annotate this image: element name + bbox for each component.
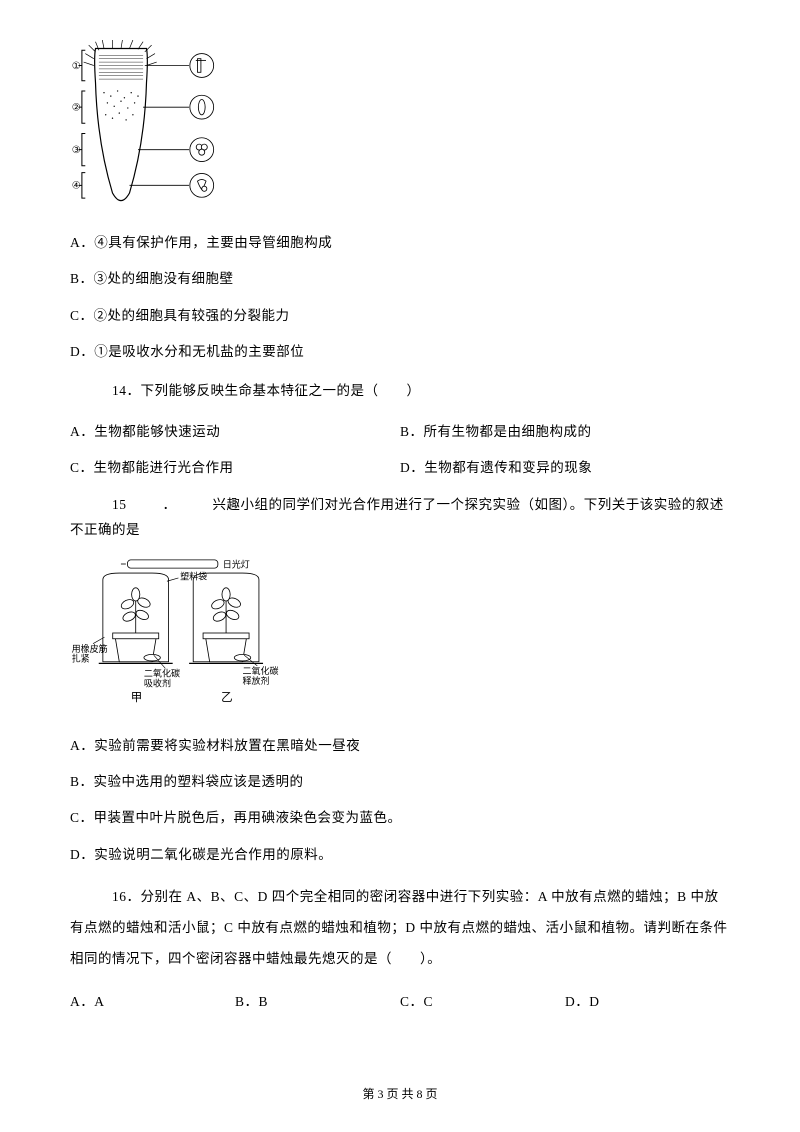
release-label-1: 二氧化碳 xyxy=(242,665,278,676)
q13-option-b: B．③处的细胞没有细胞壁 xyxy=(70,269,730,289)
q14-stem: 14．下列能够反映生命基本特征之一的是（ ） xyxy=(70,378,730,404)
q15-dot: ． xyxy=(163,492,177,518)
band-label-2: 扎紧 xyxy=(72,653,90,664)
band-label-1: 用橡皮筋 xyxy=(72,643,108,654)
q16-stem: 16．分别在 A、B、C、D 四个完全相同的密闭容器中进行下列实验：A 中放有点… xyxy=(70,881,730,974)
root-tip-svg: ① ② ③ ④ xyxy=(70,40,240,210)
q16-option-a: A．A xyxy=(70,990,235,1010)
q14-option-b: B．所有生物都是由细胞构成的 xyxy=(400,420,730,440)
q14-option-a: A．生物都能够快速运动 xyxy=(70,420,400,440)
experiment-svg: 日光灯 xyxy=(70,553,300,713)
absorb-label-1: 二氧化碳 xyxy=(144,667,180,678)
root-tip-figure: ① ② ③ ④ xyxy=(70,40,730,215)
q15-number: 15 xyxy=(112,492,127,518)
q13-option-c: C．②处的细胞具有较强的分裂能力 xyxy=(70,306,730,326)
q15-stem-line: 15．兴趣小组的同学们对光合作用进行了一个探究实验（如图）。下列关于该实验的叙述… xyxy=(70,492,730,543)
q15-option-a: A．实验前需要将实验材料放置在黑暗处一昼夜 xyxy=(70,736,730,756)
q14-row1: A．生物都能够快速运动 B．所有生物都是由细胞构成的 xyxy=(70,420,730,440)
q13-option-d: D．①是吸收水分和无机盐的主要部位 xyxy=(70,342,730,362)
q16-options: A．A B．B C．C D．D xyxy=(70,990,730,1010)
experiment-figure: 日光灯 xyxy=(70,553,730,718)
root-label-3: ③ xyxy=(72,145,81,156)
yi-label: 乙 xyxy=(221,691,233,704)
q14-row2: C．生物都能进行光合作用 D．生物都有遗传和变异的现象 xyxy=(70,456,730,476)
release-label-2: 释放剂 xyxy=(242,675,269,686)
q14-option-d: D．生物都有遗传和变异的现象 xyxy=(400,456,730,476)
q16-option-c: C．C xyxy=(400,990,565,1010)
jar-yi xyxy=(189,573,263,663)
root-label-1: ① xyxy=(72,61,81,72)
q13-option-a: A．④具有保护作用，主要由导管细胞构成 xyxy=(70,233,730,253)
absorb-label-2: 吸收剂 xyxy=(144,677,171,688)
q16-option-d: D．D xyxy=(565,990,730,1010)
q16-option-b: B．B xyxy=(235,990,400,1010)
q15-option-b: B．实验中选用的塑料袋应该是透明的 xyxy=(70,772,730,792)
q15-option-c: C．甲装置中叶片脱色后，再用碘液染色会变为蓝色。 xyxy=(70,808,730,828)
q14-option-c: C．生物都能进行光合作用 xyxy=(70,456,400,476)
root-label-2: ② xyxy=(72,103,81,114)
root-label-4: ④ xyxy=(72,181,81,192)
bag-label: 塑料袋 xyxy=(180,571,207,582)
jar-jia xyxy=(99,573,173,663)
page-footer: 第 3 页 共 8 页 xyxy=(0,1085,800,1102)
jia-label: 甲 xyxy=(131,692,143,704)
lamp-label: 日光灯 xyxy=(223,558,250,569)
q15-option-d: D．实验说明二氧化碳是光合作用的原料。 xyxy=(70,845,730,865)
